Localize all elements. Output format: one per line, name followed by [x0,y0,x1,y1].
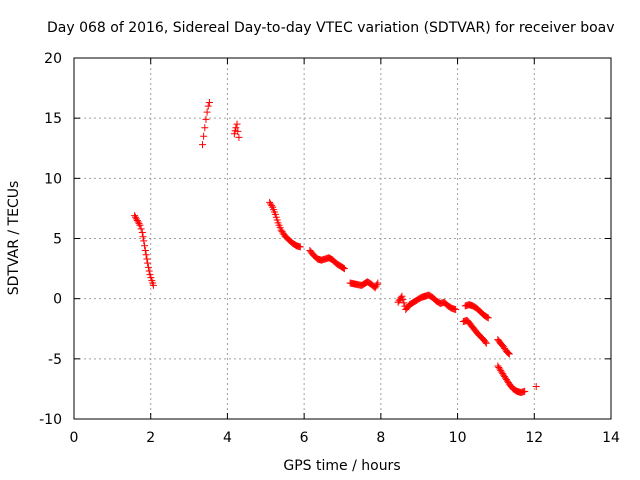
data-point [136,221,144,229]
data-point [521,387,529,395]
data-point [482,339,490,347]
data-point [138,228,146,236]
x-tick-label: 0 [70,430,79,446]
x-tick-label: 14 [602,430,620,446]
y-tick-label: 20 [44,51,62,67]
data-point [201,124,209,132]
data-point [504,348,512,356]
data-point [203,108,211,116]
data-point [200,132,208,140]
data-point [296,243,304,251]
data-point [131,212,139,220]
data-point [137,225,145,233]
x-tick-label: 10 [449,430,467,446]
data-point [144,263,152,271]
data-point [235,133,243,141]
data-point [452,305,460,313]
data-point [149,281,157,289]
data-point [146,271,154,279]
data-point [373,281,381,289]
data-point [400,299,408,307]
data-point [340,265,348,273]
x-tick-labels: 0 2 4 6 8 10 12 14 [70,430,620,446]
data-point [144,259,152,267]
data-point [372,282,380,290]
data-point [374,279,382,287]
data-point [145,267,153,275]
data-point [339,264,347,272]
data-point [142,251,150,259]
data-point [139,233,147,241]
data-point [141,247,149,255]
data-point [371,284,379,292]
data-point [140,237,148,245]
data-point [399,296,407,304]
y-tick-label: 5 [53,232,62,248]
x-tick-label: 12 [525,430,543,446]
data-point [268,202,276,210]
data-point [135,220,143,228]
y-tick-label: -5 [48,352,62,368]
data-point [133,216,141,224]
data-point [232,124,240,132]
data-point [202,115,210,123]
data-point [131,213,139,221]
chart-title: Day 068 of 2016, Sidereal Day-to-day VTE… [47,20,615,36]
data-points [131,99,540,397]
data-point [505,350,513,358]
x-tick-label: 6 [300,430,309,446]
plot-frame [73,57,612,420]
y-tick-label: 15 [44,111,62,127]
data-point [233,120,241,128]
data-point [143,255,151,263]
data-point [481,338,489,346]
y-tick-label: 0 [53,292,62,308]
data-point [234,127,242,135]
data-point [205,99,213,107]
data-point [134,218,142,226]
data-point [484,314,492,322]
data-point [398,292,406,300]
data-point [141,242,149,250]
y-tick-labels: -10 -5 0 5 10 15 20 [39,51,62,428]
data-point [147,274,155,282]
y-axis-label: SDTVAR / TECUs [6,181,22,296]
grid [74,58,611,419]
x-tick-label: 2 [146,430,155,446]
x-axis-label: GPS time / hours [283,458,400,474]
data-point [532,383,540,391]
data-point [483,313,491,321]
x-tick-label: 4 [223,430,232,446]
data-point [132,215,140,223]
data-point [204,102,212,110]
y-tick-label: 10 [44,171,62,187]
x-tick-label: 8 [376,430,385,446]
data-point [198,141,206,149]
y-tick-label: -10 [39,412,62,428]
data-point [504,349,512,357]
